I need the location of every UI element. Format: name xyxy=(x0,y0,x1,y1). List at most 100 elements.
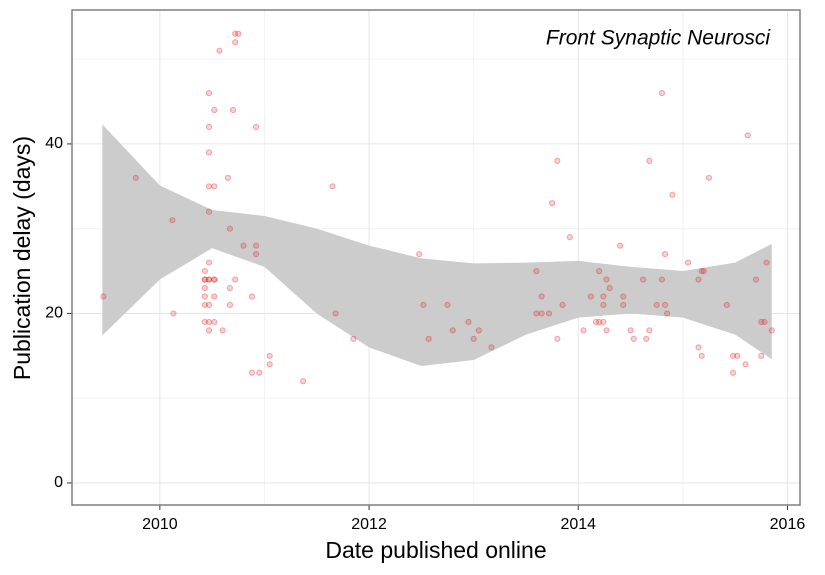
point xyxy=(700,267,707,275)
point xyxy=(226,225,234,232)
annotation: Front Synaptic Neurosci xyxy=(546,27,771,50)
panel-border xyxy=(71,9,801,506)
point xyxy=(201,276,208,283)
point xyxy=(758,318,765,326)
point xyxy=(684,259,692,266)
point xyxy=(420,301,427,309)
point xyxy=(205,327,213,334)
point xyxy=(600,293,607,300)
point xyxy=(252,251,260,258)
point xyxy=(300,378,307,385)
x-axis-label: Date published online xyxy=(325,537,546,563)
point xyxy=(201,293,208,300)
point xyxy=(449,327,456,334)
point xyxy=(256,369,263,376)
point xyxy=(211,276,218,283)
point xyxy=(761,318,768,326)
point xyxy=(205,276,213,283)
point xyxy=(559,301,566,309)
point xyxy=(132,174,139,181)
point xyxy=(742,361,749,368)
point xyxy=(538,310,545,317)
point xyxy=(201,276,208,283)
point xyxy=(596,267,603,275)
point xyxy=(768,327,775,334)
point xyxy=(211,276,218,283)
point xyxy=(205,318,213,326)
point xyxy=(603,327,610,334)
point xyxy=(100,293,107,300)
confidence-band xyxy=(102,124,772,366)
point xyxy=(350,335,357,342)
point xyxy=(658,89,666,97)
point xyxy=(444,301,451,309)
x-tick-label: 2016 xyxy=(770,516,806,533)
point xyxy=(698,352,705,359)
point xyxy=(533,267,540,275)
point xyxy=(705,174,713,181)
y-tick-label: 20 xyxy=(45,305,63,322)
point xyxy=(170,310,177,317)
point xyxy=(538,293,545,300)
point xyxy=(226,284,234,292)
point xyxy=(653,301,660,309)
point xyxy=(763,259,770,266)
point xyxy=(752,276,760,283)
point xyxy=(226,301,234,309)
point xyxy=(606,284,613,292)
point xyxy=(201,301,208,309)
point xyxy=(729,352,737,359)
point xyxy=(205,123,213,131)
y-tick-label: 40 xyxy=(45,135,63,152)
point xyxy=(758,352,765,359)
point xyxy=(723,301,730,309)
point xyxy=(600,301,607,309)
point xyxy=(549,200,556,207)
point xyxy=(698,267,705,275)
point xyxy=(488,344,495,351)
point xyxy=(219,327,226,334)
point xyxy=(248,369,256,376)
point xyxy=(554,157,561,164)
point xyxy=(695,276,702,283)
point xyxy=(205,276,213,283)
point xyxy=(661,251,669,258)
point xyxy=(211,106,218,114)
point xyxy=(630,335,637,342)
point xyxy=(211,318,218,326)
x-tick-label: 2014 xyxy=(560,516,596,533)
point xyxy=(201,318,208,326)
y-axis-label: Publication delay (days) xyxy=(9,136,35,380)
point xyxy=(627,327,634,334)
point xyxy=(266,361,273,368)
point xyxy=(646,327,653,334)
point xyxy=(425,335,432,342)
point xyxy=(695,344,702,351)
point xyxy=(664,310,671,317)
point xyxy=(201,267,208,275)
point xyxy=(169,217,176,224)
point xyxy=(232,30,239,37)
point xyxy=(587,293,594,300)
point xyxy=(229,106,237,114)
point xyxy=(205,301,213,309)
point xyxy=(252,242,260,249)
point xyxy=(252,123,260,131)
point xyxy=(211,293,218,300)
point xyxy=(643,335,650,342)
point xyxy=(729,369,737,376)
point xyxy=(554,335,561,342)
point xyxy=(266,352,273,359)
point xyxy=(744,132,751,139)
point xyxy=(640,276,647,283)
point xyxy=(734,352,741,359)
point xyxy=(533,310,540,317)
point xyxy=(235,30,242,37)
point xyxy=(620,301,627,309)
point xyxy=(216,47,223,54)
point xyxy=(600,318,607,326)
point xyxy=(603,276,610,283)
point xyxy=(646,157,653,164)
